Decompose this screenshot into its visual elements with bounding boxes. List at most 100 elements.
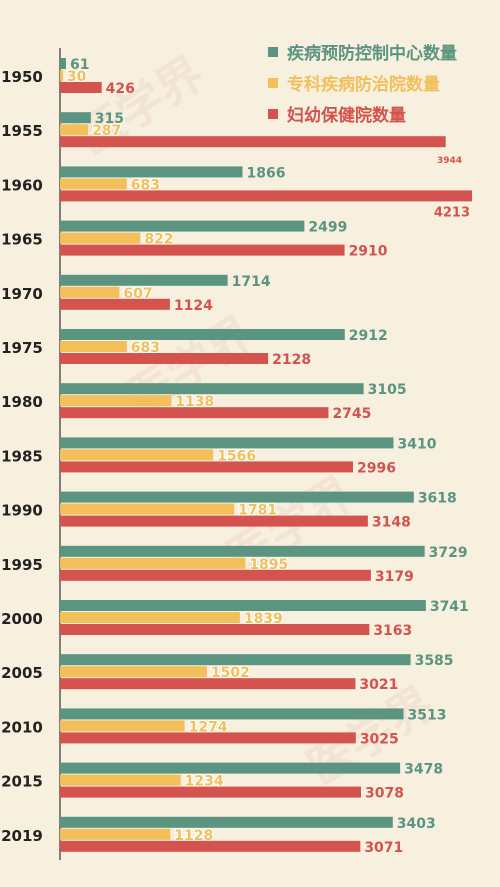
bar [60,286,120,298]
data-label: 287 [92,123,121,139]
category-label: 1985 [1,447,43,465]
data-label: 3618 [418,491,457,507]
data-label: 1234 [185,774,224,790]
bar [60,732,356,744]
data-label: 2745 [332,406,371,422]
bar [60,136,446,148]
data-label: 1138 [175,394,214,410]
bar [60,82,102,93]
category-label: 1950 [1,68,43,86]
category-label: 1955 [1,122,43,140]
data-label: 1866 [246,165,285,181]
legend-label: 专科疾病防治院数量 [287,75,440,95]
data-label: 3148 [372,515,411,531]
category-label: 1995 [1,556,43,574]
bar [60,569,371,581]
category-label: 1960 [1,176,43,194]
bar [60,407,329,419]
data-label: 3021 [359,677,398,693]
data-label: 3410 [397,436,436,452]
bar [60,786,362,798]
data-label: 3729 [429,545,468,561]
category-label: 2000 [1,610,43,628]
bar [60,244,345,256]
bar [60,720,185,732]
bar [60,654,411,666]
bar [60,557,246,569]
data-label: 3179 [375,569,414,585]
data-label: 1839 [244,611,283,627]
data-label: 2499 [308,220,347,236]
data-label: 3105 [368,382,407,398]
bar [60,774,181,786]
data-label: 2128 [272,352,311,368]
data-label: 1714 [232,274,271,290]
category-label: 1970 [1,285,43,303]
data-label: 3741 [430,599,469,615]
category-label: 2005 [1,664,43,682]
bar [60,840,361,852]
legend-swatch [268,46,278,57]
legend-swatch [268,108,278,119]
data-label: 1566 [217,448,256,464]
data-label: 1274 [189,719,228,735]
data-label: 1128 [174,828,213,844]
bar [60,178,127,190]
bar [60,461,353,473]
data-label: 4213 [434,205,470,220]
bar [60,491,414,503]
category-label: 2010 [1,718,43,736]
category-label: 1980 [1,393,43,411]
bar [60,600,426,611]
data-label: 3025 [360,731,399,747]
legend: 疾病预防控制中心数量 专科疾病防治院数量 妇幼保健院数量 [268,36,457,129]
bar [60,341,127,352]
legend-item: 专科疾病防治院数量 [268,67,457,98]
bar [60,232,141,244]
data-label: 1124 [174,298,213,314]
data-label: 3585 [415,653,454,669]
data-label: 2910 [349,244,388,260]
bar [60,678,356,690]
bar [60,298,170,310]
data-label: 315 [95,111,124,127]
legend-item: 妇幼保健院数量 [268,98,457,129]
category-label: 2019 [1,827,43,845]
bar [60,437,394,449]
data-label: 2912 [349,328,388,344]
legend-item: 疾病预防控制中心数量 [268,36,457,67]
data-label: 61 [70,57,89,73]
data-label: 426 [106,81,135,97]
bar [60,708,404,720]
data-label: 3403 [397,816,436,832]
legend-swatch [268,77,278,88]
category-label: 1965 [1,231,43,249]
bar [60,220,305,232]
bar [60,329,345,340]
bar [60,112,91,124]
data-label: 683 [131,340,160,356]
data-label: 3478 [404,762,443,778]
data-label: 3944 [437,156,462,166]
bar [60,274,228,286]
bar [60,166,243,178]
bar [60,395,172,407]
data-label: 30 [67,69,87,85]
bar [60,124,89,136]
data-label: 3513 [408,707,447,723]
data-label: 2996 [357,460,396,476]
category-label: 1990 [1,502,43,520]
data-label: 3071 [364,840,403,856]
bar [60,666,207,678]
bar [60,353,269,364]
bar [60,545,425,557]
category-label: 2015 [1,773,43,791]
bar [60,515,368,527]
category-label: 1975 [1,339,43,357]
bar [60,383,364,395]
bar [60,190,472,202]
bar [60,624,370,635]
bar [60,449,214,461]
legend-label: 疾病预防控制中心数量 [287,44,457,64]
